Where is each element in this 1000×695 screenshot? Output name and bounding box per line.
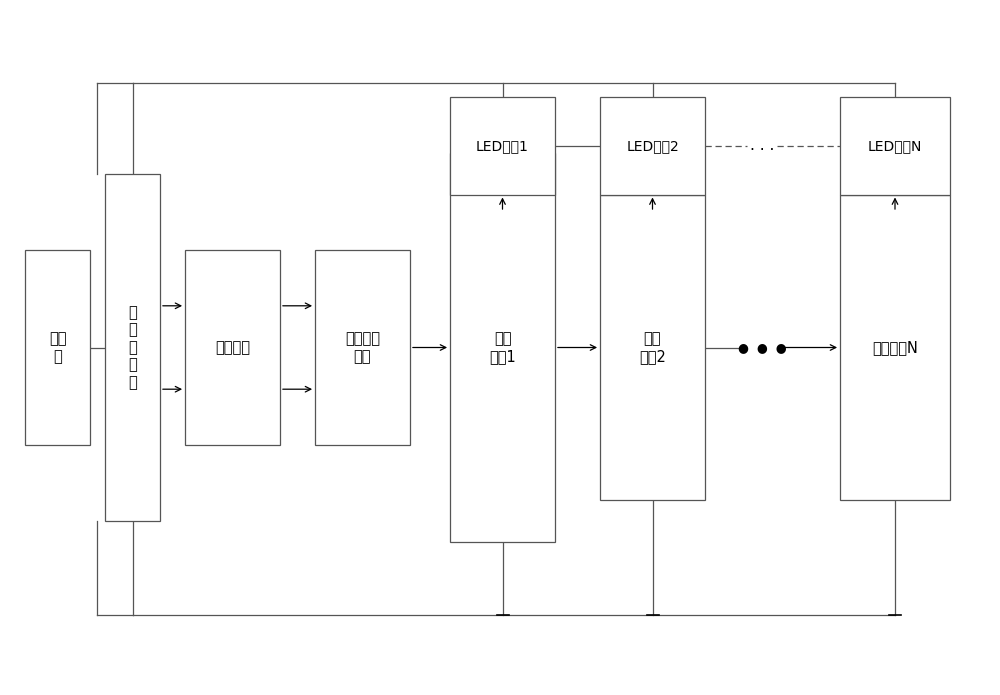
Text: 恒流网络N: 恒流网络N	[872, 340, 918, 355]
Text: LED网络N: LED网络N	[868, 139, 922, 153]
Text: . . .: . . .	[750, 138, 774, 154]
Bar	[840, 97, 950, 195]
Bar	[315, 250, 410, 445]
Bar	[450, 97, 555, 195]
Text: 整
流
桥
路
电: 整 流 桥 路 电	[128, 305, 137, 390]
Text: ●  ●  ●: ● ● ●	[738, 341, 786, 354]
Text: 恒流
网络2: 恒流 网络2	[639, 332, 666, 363]
Bar	[600, 195, 705, 500]
Bar	[185, 250, 280, 445]
Text: LED网络1: LED网络1	[476, 139, 529, 153]
Text: 采样电路: 采样电路	[215, 340, 250, 355]
Bar	[600, 97, 705, 195]
Bar	[25, 250, 90, 445]
Text: LED网络2: LED网络2	[626, 139, 679, 153]
Bar	[105, 174, 160, 521]
Text: 逻辑控制
电路: 逻辑控制 电路	[345, 332, 380, 363]
Text: 恒流
网络1: 恒流 网络1	[489, 332, 516, 363]
Bar	[450, 153, 555, 542]
Bar	[840, 195, 950, 500]
Text: 正弦
波: 正弦 波	[49, 332, 66, 363]
